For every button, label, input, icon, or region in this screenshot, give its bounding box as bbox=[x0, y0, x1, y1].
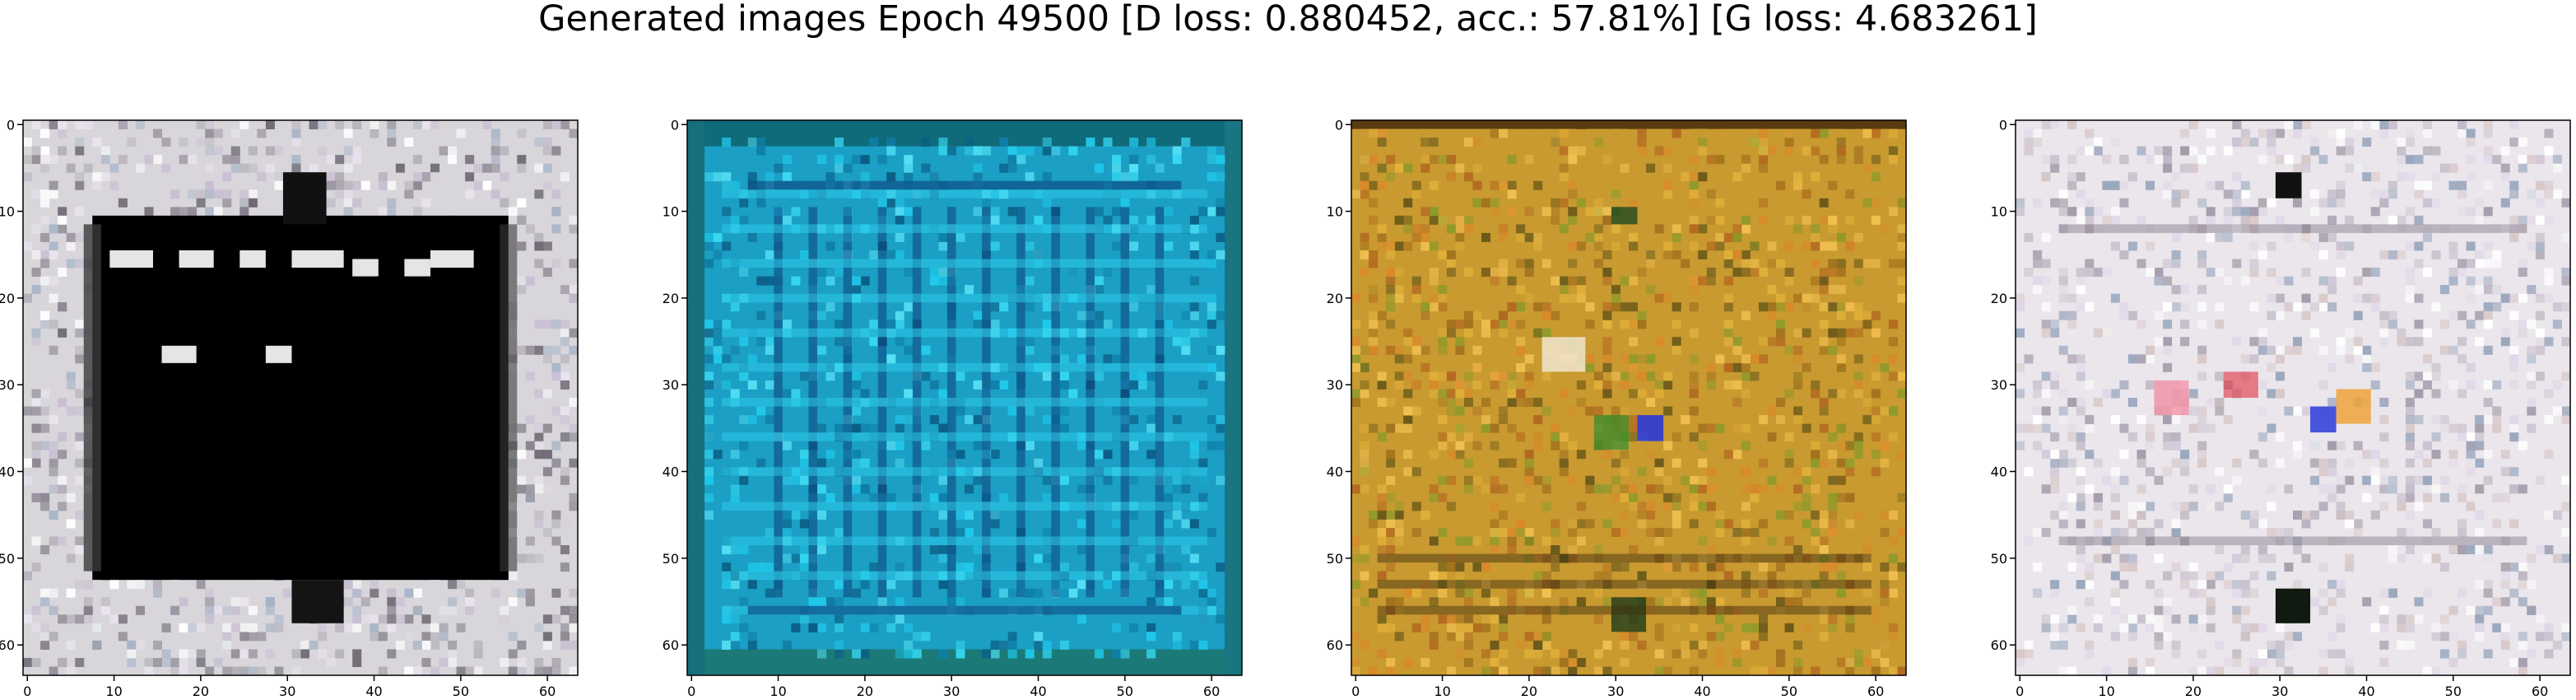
x-tick-label: 60 bbox=[1203, 684, 1220, 699]
x-tick-label: 30 bbox=[279, 684, 295, 699]
x-tick-label: 40 bbox=[1694, 684, 1710, 699]
x-tick-label: 0 bbox=[23, 684, 31, 699]
figure-title: Generated images Epoch 49500 [D loss: 0.… bbox=[0, 0, 2576, 38]
y-tick-label: 20 bbox=[663, 291, 679, 306]
x-tick-label: 10 bbox=[2098, 684, 2114, 699]
x-tick-label: 30 bbox=[1607, 684, 1624, 699]
image-panel-2: 0 10 20 30 40 50 60 0 10 20 30 40 50 60 bbox=[664, 115, 1257, 700]
y-tick-label: 10 bbox=[663, 204, 679, 220]
x-tick-label: 10 bbox=[770, 684, 786, 699]
y-tick-label: 30 bbox=[1327, 377, 1343, 393]
x-tick-label: 50 bbox=[1781, 684, 1797, 699]
y-tick-label: 0 bbox=[1999, 117, 2007, 133]
y-tick-label: 10 bbox=[0, 204, 15, 220]
x-tick-label: 50 bbox=[1117, 684, 1133, 699]
x-tick-label: 60 bbox=[2532, 684, 2548, 699]
x-tick-label: 20 bbox=[2185, 684, 2202, 699]
x-tick-label: 20 bbox=[1521, 684, 1537, 699]
y-tick-label: 0 bbox=[1335, 117, 1343, 133]
y-tick-label: 20 bbox=[0, 291, 15, 306]
image-panel-3: 0 10 20 30 40 50 60 0 10 20 30 40 50 60 bbox=[1328, 115, 1921, 700]
y-tick-label: 40 bbox=[1327, 464, 1343, 480]
generated-image-3 bbox=[1351, 120, 1907, 676]
x-tick-label: 30 bbox=[943, 684, 960, 699]
x-tick-label: 60 bbox=[1867, 684, 1884, 699]
y-tick-label: 20 bbox=[1991, 291, 2007, 306]
x-tick-label: 0 bbox=[1351, 684, 1360, 699]
y-tick-label: 60 bbox=[1991, 637, 2007, 653]
y-tick-label: 60 bbox=[0, 637, 15, 653]
x-tick-label: 60 bbox=[539, 684, 556, 699]
x-tick-label: 0 bbox=[2016, 684, 2024, 699]
x-tick-label: 50 bbox=[453, 684, 469, 699]
x-tick-label: 40 bbox=[2358, 684, 2374, 699]
y-tick-label: 30 bbox=[663, 377, 679, 393]
y-tick-label: 40 bbox=[0, 464, 15, 480]
x-tick-label: 20 bbox=[857, 684, 873, 699]
x-tick-label: 30 bbox=[2271, 684, 2288, 699]
x-tick-label: 40 bbox=[1030, 684, 1046, 699]
y-tick-label: 0 bbox=[671, 117, 679, 133]
y-tick-label: 40 bbox=[663, 464, 679, 480]
generated-image-4 bbox=[2016, 120, 2571, 676]
x-tick-label: 10 bbox=[105, 684, 122, 699]
x-tick-label: 0 bbox=[687, 684, 695, 699]
y-tick-label: 0 bbox=[7, 117, 15, 133]
image-panel-4: 0 10 20 30 40 50 60 0 10 20 30 40 50 60 bbox=[1992, 115, 2576, 700]
generated-image-2 bbox=[687, 120, 1242, 675]
y-tick-label: 60 bbox=[1327, 637, 1343, 653]
x-tick-label: 50 bbox=[2445, 684, 2462, 699]
x-tick-label: 20 bbox=[193, 684, 209, 699]
y-tick-label: 50 bbox=[0, 551, 15, 567]
y-tick-label: 30 bbox=[0, 377, 15, 393]
y-tick-label: 50 bbox=[663, 551, 679, 567]
y-tick-label: 10 bbox=[1327, 204, 1343, 220]
y-tick-label: 40 bbox=[1991, 464, 2007, 480]
x-tick-label: 10 bbox=[1434, 684, 1450, 699]
y-tick-label: 60 bbox=[663, 637, 679, 653]
generated-image-1 bbox=[23, 120, 579, 676]
y-tick-label: 30 bbox=[1991, 377, 2007, 393]
x-tick-label: 40 bbox=[365, 684, 382, 699]
y-tick-label: 20 bbox=[1327, 291, 1343, 306]
y-tick-label: 50 bbox=[1991, 551, 2007, 567]
image-panel-1: 0 10 20 30 40 50 60 0 10 20 30 40 50 60 bbox=[0, 115, 593, 700]
y-tick-label: 50 bbox=[1327, 551, 1343, 567]
y-tick-label: 10 bbox=[1991, 204, 2007, 220]
